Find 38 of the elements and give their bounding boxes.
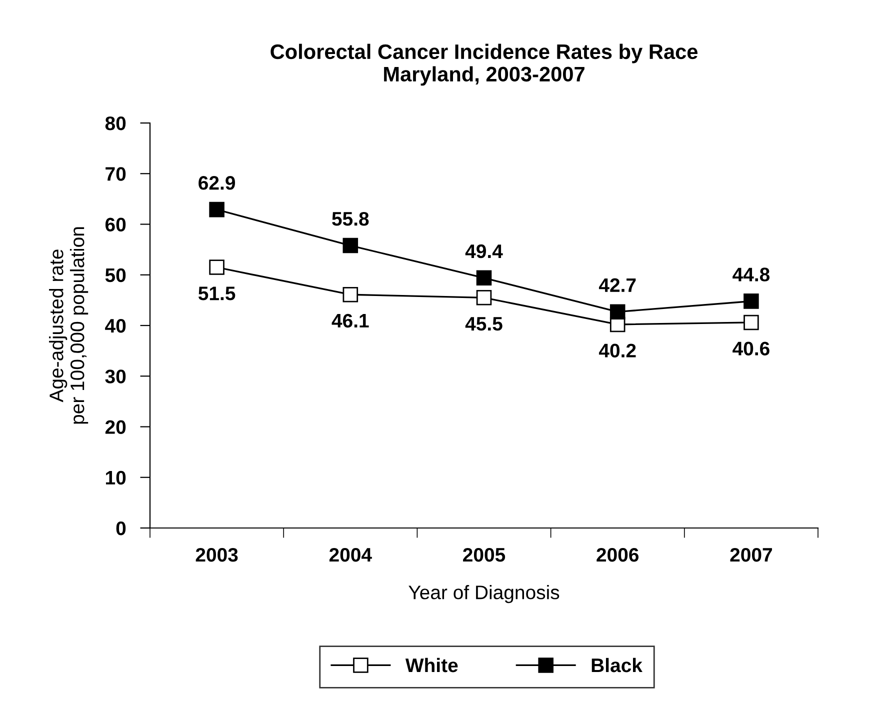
point xyxy=(476,290,492,306)
point xyxy=(342,238,358,254)
y-tick-label: 80 xyxy=(105,116,126,130)
point xyxy=(610,304,626,320)
y-tick-label: 0 xyxy=(116,521,126,536)
data-label: 46.1 xyxy=(332,314,369,328)
y-tick-label: 40 xyxy=(105,318,126,333)
point xyxy=(209,202,224,218)
legend-label: Black xyxy=(592,658,642,672)
y-axis-title: Age-adjusted rate per 100,000 population xyxy=(49,227,88,424)
data-label: 55.8 xyxy=(332,212,369,226)
data-label: 40.6 xyxy=(732,342,770,356)
point xyxy=(476,270,492,286)
point xyxy=(744,314,759,330)
x-tick-label: 2004 xyxy=(329,548,372,562)
data-label: 62.9 xyxy=(198,176,236,190)
point xyxy=(744,294,759,309)
x-tick-label: 2005 xyxy=(463,548,506,562)
y-tick-label: 60 xyxy=(105,218,126,232)
y-tick-label: 70 xyxy=(106,167,126,181)
data-label: 42.7 xyxy=(598,278,636,292)
data-label: 51.5 xyxy=(198,286,236,300)
data-label: 44.8 xyxy=(732,268,770,282)
y-tick-label: 10 xyxy=(106,470,126,485)
x-tick-label: 2003 xyxy=(196,548,238,562)
data-label: 40.2 xyxy=(598,344,636,358)
x-axis-title: Year of Diagnosis xyxy=(408,585,560,604)
point xyxy=(342,286,358,302)
data-label: 45.5 xyxy=(465,317,502,331)
y-tick-label: 50 xyxy=(105,268,126,282)
data-label: 49.4 xyxy=(465,244,503,258)
chart-title: Colorectal Cancer Incidence Rates by Race Maryland, 2003-2007 xyxy=(270,44,698,86)
y-tick-label: 20 xyxy=(105,420,126,434)
x-tick-label: 2007 xyxy=(730,548,772,562)
x-tick-label: 2006 xyxy=(596,548,639,562)
y-tick-label: 30 xyxy=(105,370,126,384)
legend-label: White xyxy=(405,658,458,672)
point xyxy=(209,260,224,275)
